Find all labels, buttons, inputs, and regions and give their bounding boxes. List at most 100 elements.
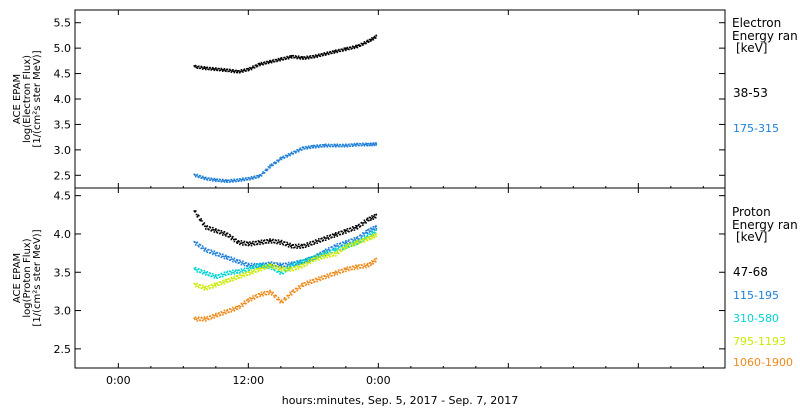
data-point: [304, 58, 307, 60]
data-point: [283, 156, 286, 159]
data-point: [222, 273, 225, 276]
data-point: [252, 265, 254, 267]
data-point: [232, 306, 234, 309]
data-point: [300, 260, 302, 263]
data-point: [349, 266, 352, 268]
data-point: [287, 153, 290, 155]
data-point: [234, 270, 236, 273]
data-point: [262, 262, 264, 264]
data-point: [235, 261, 237, 264]
data-point: [277, 269, 280, 271]
data-point: [335, 232, 337, 234]
data-point: [321, 257, 323, 260]
data-point: [337, 271, 339, 273]
data-point: [342, 50, 344, 52]
data-anchor: [355, 142, 358, 145]
data-point: [328, 247, 330, 249]
data-point: [280, 239, 283, 242]
data-point: [284, 299, 287, 301]
data-point: [235, 69, 237, 72]
data-point: [295, 267, 298, 270]
data-point: [318, 53, 320, 56]
data-anchor: [355, 240, 358, 243]
data-point: [232, 308, 235, 310]
data-point: [315, 55, 318, 57]
data-anchor: [236, 178, 239, 181]
data-point: [306, 264, 308, 266]
data-point: [339, 143, 342, 146]
data-anchor: [193, 210, 196, 212]
data-point: [287, 246, 290, 248]
data-point: [366, 238, 368, 241]
data-point: [354, 227, 356, 229]
data-anchor: [269, 262, 271, 264]
data-point: [255, 240, 257, 243]
data-point: [253, 176, 255, 178]
data-point: [239, 270, 242, 273]
proton-ylabel: ACE EPAM log(Proton Flux) [1/(cm²s ster …: [12, 229, 43, 326]
data-point: [236, 242, 239, 244]
data-point: [256, 296, 259, 298]
data-point: [353, 268, 356, 271]
data-point: [215, 254, 217, 257]
data-point: [283, 241, 286, 243]
data-point: [374, 37, 377, 39]
data-point: [251, 66, 253, 69]
data-point: [319, 144, 322, 146]
data-anchor: [236, 70, 239, 72]
data-point: [235, 238, 237, 240]
data-point: [242, 71, 244, 73]
data-point: [251, 297, 253, 300]
data-point: [356, 228, 359, 230]
data-point: [336, 235, 339, 237]
data-point: [213, 282, 216, 285]
data-point: [261, 263, 264, 266]
data-point: [321, 252, 323, 255]
data-point: [281, 263, 284, 266]
data-point: [328, 235, 331, 237]
data-point: [332, 234, 335, 236]
data-point: [277, 263, 279, 265]
data-point: [364, 265, 366, 267]
data-anchor: [236, 269, 239, 272]
data-point: [375, 144, 378, 146]
data-point: [197, 244, 199, 247]
data-anchor: [355, 265, 358, 267]
data-point: [252, 178, 254, 180]
data-point: [298, 265, 301, 268]
data-anchor: [366, 229, 369, 232]
data-point: [335, 247, 337, 249]
data-point: [287, 261, 290, 264]
data-point: [243, 240, 246, 243]
data-point: [218, 273, 220, 276]
data-point: [194, 316, 197, 318]
data-point: [249, 297, 252, 300]
data-point: [305, 244, 308, 247]
data-anchor: [375, 142, 378, 145]
data-point: [259, 267, 262, 270]
data-point: [329, 249, 332, 252]
data-point: [272, 238, 274, 241]
data-point: [352, 239, 355, 242]
data-point: [373, 144, 376, 147]
data-point: [362, 237, 364, 240]
data-point: [238, 179, 240, 182]
data-point: [299, 58, 301, 60]
data-point: [301, 243, 303, 246]
data-point: [318, 238, 320, 240]
data-anchor: [236, 259, 239, 262]
data-anchor: [301, 263, 304, 266]
data-point: [320, 238, 322, 240]
data-anchor: [375, 257, 378, 260]
data-point: [307, 262, 309, 264]
data-point: [280, 158, 283, 161]
data-point: [283, 298, 285, 300]
data-point: [356, 236, 359, 238]
data-point: [316, 242, 318, 244]
series-38-53: [193, 34, 378, 74]
data-point: [369, 262, 371, 264]
data-point: [241, 269, 243, 272]
data-point: [349, 227, 352, 230]
y-tick-label: 4.0: [54, 228, 72, 241]
data-point: [337, 245, 339, 247]
